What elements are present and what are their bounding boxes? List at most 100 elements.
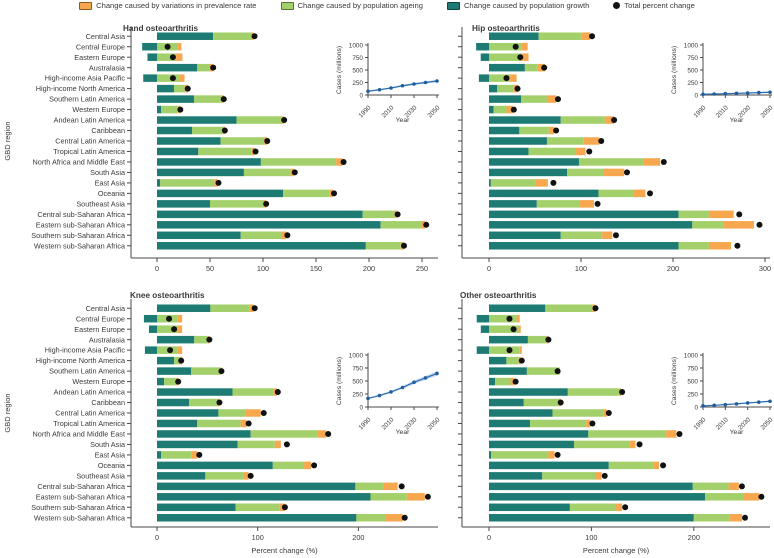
total-change-dot	[218, 368, 225, 375]
bar-segment-ageing	[191, 367, 221, 375]
bar-segment-ageing	[493, 105, 507, 114]
total-change-dot	[555, 96, 561, 103]
inset-y-tick-label: 0	[359, 92, 363, 99]
bar-segment-ageing	[579, 158, 644, 166]
bar-segment-growth	[489, 430, 589, 438]
inset-y-tick-label: 250	[352, 391, 363, 398]
total-change-dot	[734, 242, 741, 249]
total-change-dot	[510, 106, 517, 113]
bar-segment-prevalence	[245, 409, 261, 417]
inset-data-point	[412, 82, 416, 86]
bar-segment-prevalence	[723, 221, 754, 229]
total-change-dot	[400, 242, 407, 249]
bar-segment-growth	[157, 440, 238, 449]
total-change-dot	[553, 127, 560, 134]
region-label: Oceania	[98, 189, 126, 198]
bar-segment-ageing	[243, 168, 291, 177]
panel-title: Hand osteoarthritis	[123, 24, 199, 33]
bar-segment-ageing	[489, 346, 520, 354]
bar-segment-ageing	[197, 63, 210, 72]
bar-segment-growth	[489, 367, 527, 375]
bar-segment-prevalence	[604, 116, 615, 124]
total-change-dot	[196, 451, 203, 458]
bar-segment-ageing	[527, 335, 547, 344]
total-change-dot	[283, 441, 290, 448]
bar-segment-growth	[489, 419, 530, 428]
region-label: Central Asia	[86, 304, 126, 313]
bar-segment-ageing	[506, 356, 519, 365]
region-label: South Asia	[90, 440, 126, 449]
x-axis-tick-label: 0	[155, 264, 159, 273]
region-label: Oceania	[98, 461, 126, 470]
bar-segment-ageing	[489, 74, 511, 82]
bar-segment-growth	[157, 430, 251, 438]
legend-item-ageing: Change caused by population ageing	[280, 1, 423, 10]
bar-segment-ageing	[573, 440, 630, 449]
bar-segment-prevalence	[743, 493, 760, 501]
bar-segment-growth	[489, 388, 568, 396]
total-change-dot	[331, 190, 338, 197]
bar-segment-ageing	[236, 116, 283, 124]
bar-segment-prevalence	[580, 200, 594, 208]
bar-segment-growth	[489, 472, 543, 480]
bar-segment-ageing	[240, 231, 282, 240]
bar-segment-prevalence	[304, 461, 312, 470]
region-label: High-income North America	[36, 84, 126, 93]
inset-data-point	[412, 380, 416, 385]
total-change-dot	[541, 64, 548, 71]
bar-segment-ageing	[536, 200, 581, 208]
bar-segment-growth	[489, 116, 561, 124]
bar-segment-growth	[489, 242, 679, 250]
total-change-dot	[166, 315, 173, 322]
total-change-dot	[184, 85, 191, 92]
bar-segment-prevalence	[243, 472, 249, 480]
inset-x-axis-label: Year	[396, 429, 410, 436]
total-change-dot	[619, 389, 626, 396]
bar-segment-ageing	[489, 314, 517, 323]
bar-segment-growth	[480, 53, 489, 61]
inset-y-tick-label: 500	[352, 67, 363, 74]
inset-data-point	[734, 402, 739, 406]
bar-segment-prevalence	[510, 74, 517, 82]
bar-segment-prevalence	[336, 158, 343, 166]
inset-y-tick-label: 1000	[684, 352, 699, 359]
x-axis-tick-label: 200	[667, 264, 679, 273]
inset-y-tick-label: 0	[694, 92, 698, 99]
x-axis-tick-label: 200	[352, 533, 364, 542]
total-change-dot	[636, 441, 643, 448]
bar-segment-prevalence	[510, 377, 515, 386]
bar-segment-ageing	[194, 335, 208, 344]
panel-knee-osteoarthritis: Knee osteoarthritis Central Asia Central E…	[0, 285, 452, 558]
total-change-dot	[291, 169, 298, 176]
bar-segment-prevalence	[604, 168, 625, 177]
total-change-dot	[612, 232, 619, 239]
region-label: Central Asia	[86, 32, 126, 41]
inset-y-tick-label: 250	[352, 80, 363, 87]
region-label: Central Latin America	[55, 137, 126, 146]
x-axis-tick-label: 200	[363, 264, 375, 273]
total-change-dot	[506, 315, 513, 322]
total-change-dot	[398, 483, 405, 490]
bar-segment-prevalence	[177, 42, 182, 51]
inset-y-tick-label: 250	[687, 391, 698, 398]
bar-segment-growth	[489, 398, 524, 407]
total-change-dot	[512, 378, 519, 385]
bar-segment-ageing	[356, 514, 386, 522]
total-change-dot	[611, 117, 618, 124]
total-change-dot	[169, 54, 176, 61]
region-label: Australasia	[89, 335, 126, 344]
total-change-dot	[589, 420, 596, 427]
region-label: Western Europe	[72, 377, 125, 386]
bar-segment-ageing	[489, 325, 519, 333]
inset-data-point	[701, 404, 705, 408]
total-change-dot	[401, 514, 408, 521]
panel-svg-hip: Hip osteoarthritis 0 100 200 300 0 250 500 750 10…	[458, 24, 774, 273]
bar-segment-growth	[489, 377, 496, 386]
total-change-dot	[624, 169, 630, 176]
inset-x-tick-label: 2010	[380, 104, 395, 119]
x-axis-tick-label: 100	[252, 533, 264, 542]
inset-y-tick-label: 750	[352, 365, 363, 372]
bar-segment-growth	[489, 95, 522, 103]
bar-segment-prevalence	[406, 493, 425, 501]
inset-data-point	[745, 91, 750, 95]
